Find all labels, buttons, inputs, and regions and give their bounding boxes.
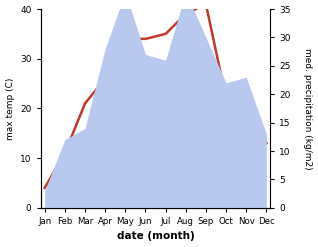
Y-axis label: max temp (C): max temp (C) bbox=[5, 77, 15, 140]
Y-axis label: med. precipitation (kg/m2): med. precipitation (kg/m2) bbox=[303, 48, 313, 169]
X-axis label: date (month): date (month) bbox=[117, 231, 194, 242]
